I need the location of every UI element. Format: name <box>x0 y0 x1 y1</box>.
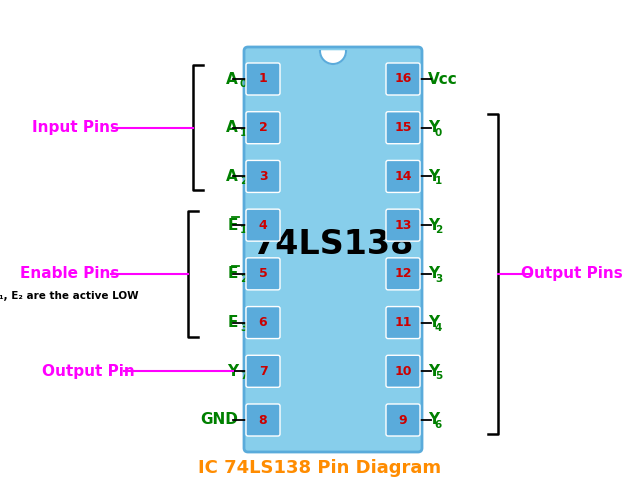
FancyBboxPatch shape <box>386 307 420 339</box>
FancyBboxPatch shape <box>246 160 280 192</box>
Text: 1: 1 <box>240 225 247 235</box>
FancyBboxPatch shape <box>386 258 420 290</box>
Text: 2: 2 <box>435 225 442 235</box>
FancyBboxPatch shape <box>386 209 420 241</box>
Text: 7: 7 <box>240 371 248 381</box>
FancyBboxPatch shape <box>386 63 420 95</box>
Text: 6: 6 <box>259 316 268 329</box>
Text: 0: 0 <box>435 128 442 138</box>
Text: 9: 9 <box>399 413 407 426</box>
Text: Y: Y <box>428 120 439 135</box>
Text: 2: 2 <box>240 176 247 186</box>
FancyBboxPatch shape <box>246 307 280 339</box>
Text: 5: 5 <box>435 371 442 381</box>
FancyBboxPatch shape <box>244 47 422 452</box>
Text: Y: Y <box>428 218 439 233</box>
Text: 4: 4 <box>435 323 442 333</box>
FancyBboxPatch shape <box>246 404 280 436</box>
Text: 0: 0 <box>240 79 247 89</box>
Text: 7: 7 <box>259 365 268 378</box>
Polygon shape <box>320 51 346 64</box>
FancyBboxPatch shape <box>386 112 420 144</box>
FancyBboxPatch shape <box>246 258 280 290</box>
Text: A: A <box>227 169 238 184</box>
Text: 6: 6 <box>435 420 442 430</box>
Text: 1: 1 <box>240 128 247 138</box>
Text: Y: Y <box>428 412 439 427</box>
Text: Y: Y <box>428 266 439 282</box>
Text: A: A <box>227 71 238 86</box>
Text: Output Pins: Output Pins <box>521 266 623 282</box>
FancyBboxPatch shape <box>246 112 280 144</box>
FancyBboxPatch shape <box>386 355 420 387</box>
Text: Vcc: Vcc <box>428 71 458 86</box>
Text: E: E <box>228 266 238 282</box>
Text: 5: 5 <box>259 268 268 280</box>
Text: E: E <box>228 218 238 233</box>
Text: 16: 16 <box>394 72 412 85</box>
FancyBboxPatch shape <box>246 355 280 387</box>
Text: 2: 2 <box>259 121 268 134</box>
Text: Input Pins: Input Pins <box>31 120 118 135</box>
Text: 14: 14 <box>394 170 412 183</box>
Text: GND: GND <box>200 412 238 427</box>
Text: 8: 8 <box>259 413 268 426</box>
Text: 10: 10 <box>394 365 412 378</box>
Text: Y: Y <box>227 364 238 379</box>
Text: 3: 3 <box>259 170 268 183</box>
Text: 1: 1 <box>435 176 442 186</box>
Text: Enable Pins: Enable Pins <box>20 266 120 282</box>
Text: 13: 13 <box>394 219 412 232</box>
Text: Y: Y <box>428 315 439 330</box>
Text: 15: 15 <box>394 121 412 134</box>
Text: 2: 2 <box>240 274 247 284</box>
Text: Output Pin: Output Pin <box>42 364 134 379</box>
Text: Y: Y <box>428 169 439 184</box>
Text: E₁, E₂ are the active LOW: E₁, E₂ are the active LOW <box>0 291 138 301</box>
Text: E: E <box>228 315 238 330</box>
FancyBboxPatch shape <box>386 160 420 192</box>
FancyBboxPatch shape <box>246 209 280 241</box>
Text: 3: 3 <box>240 323 247 333</box>
Text: 4: 4 <box>259 219 268 232</box>
Text: 74LS138: 74LS138 <box>252 228 413 261</box>
Text: A: A <box>227 120 238 135</box>
Text: 3: 3 <box>435 274 442 284</box>
Text: Y: Y <box>428 364 439 379</box>
FancyBboxPatch shape <box>386 404 420 436</box>
Text: IC 74LS138 Pin Diagram: IC 74LS138 Pin Diagram <box>198 459 442 477</box>
Text: 11: 11 <box>394 316 412 329</box>
Text: 12: 12 <box>394 268 412 280</box>
Text: 1: 1 <box>259 72 268 85</box>
FancyBboxPatch shape <box>246 63 280 95</box>
